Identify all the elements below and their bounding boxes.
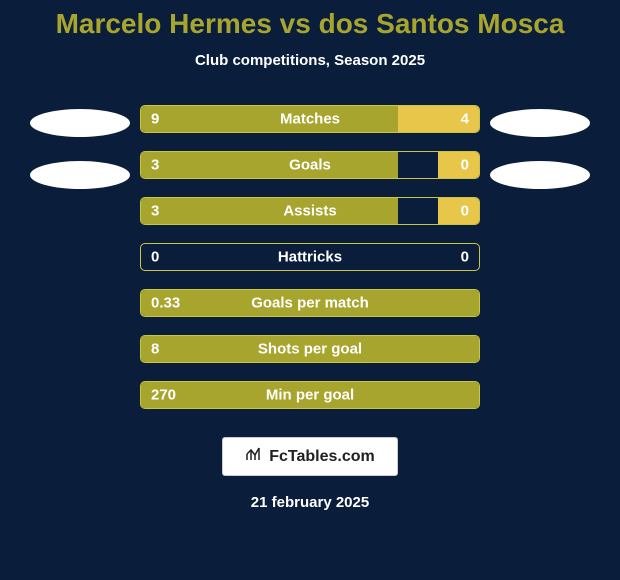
team-badge — [30, 161, 130, 189]
team-badge — [490, 161, 590, 189]
team-badge — [490, 109, 590, 137]
stat-row: 3Goals0 — [140, 151, 480, 179]
stat-row: 9Matches4 — [140, 105, 480, 133]
stat-label: Assists — [141, 203, 479, 220]
stat-label: Goals — [141, 157, 479, 174]
stats-area: 9Matches43Goals03Assists00Hattricks00.33… — [0, 105, 620, 409]
stat-row: 0Hattricks0 — [140, 243, 480, 271]
stat-row: 8Shots per goal — [140, 335, 480, 363]
stat-label: Shots per goal — [141, 341, 479, 358]
stat-bars-column: 9Matches43Goals03Assists00Hattricks00.33… — [140, 105, 480, 409]
stat-row: 0.33Goals per match — [140, 289, 480, 317]
stat-label: Matches — [141, 111, 479, 128]
stat-label: Hattricks — [141, 249, 479, 266]
stat-value-right: 0 — [461, 203, 469, 220]
left-team-badges — [20, 105, 140, 189]
brand-text: FcTables.com — [269, 448, 375, 466]
page-title: Marcelo Hermes vs dos Santos Mosca — [56, 8, 565, 40]
right-team-badges — [480, 105, 600, 189]
brand-badge: FcTables.com — [222, 437, 398, 476]
comparison-infographic: Marcelo Hermes vs dos Santos Mosca Club … — [0, 0, 620, 580]
stat-value-right: 0 — [461, 157, 469, 174]
stat-row: 270Min per goal — [140, 381, 480, 409]
stat-value-right: 0 — [461, 249, 469, 266]
stat-row: 3Assists0 — [140, 197, 480, 225]
chart-icon — [245, 446, 263, 467]
stat-label: Min per goal — [141, 387, 479, 404]
date-label: 21 february 2025 — [251, 494, 369, 511]
team-badge — [30, 109, 130, 137]
stat-value-right: 4 — [461, 111, 469, 128]
page-subtitle: Club competitions, Season 2025 — [195, 52, 425, 69]
stat-label: Goals per match — [141, 295, 479, 312]
